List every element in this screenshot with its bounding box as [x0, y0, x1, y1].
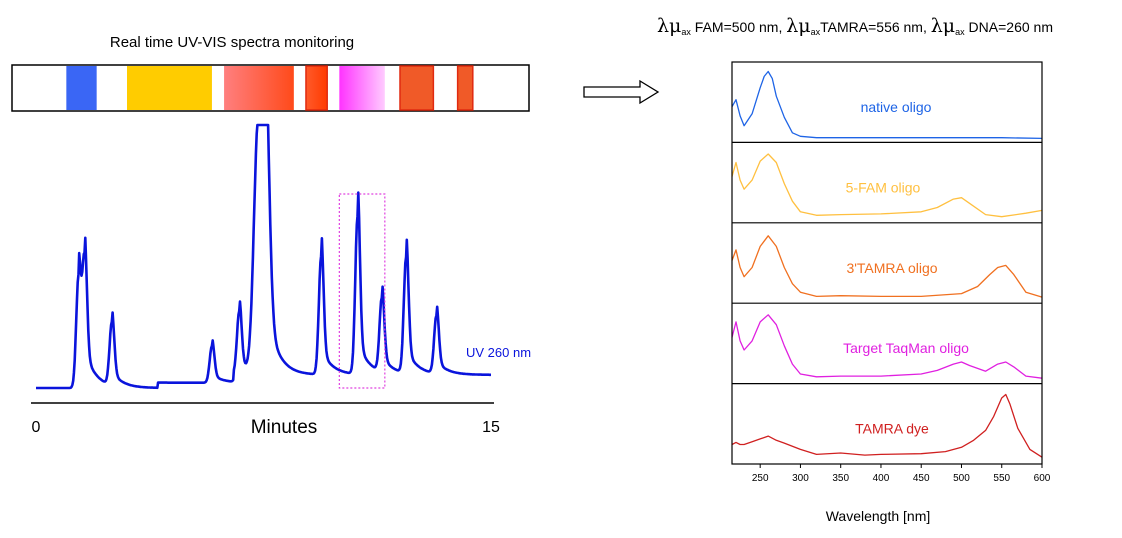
spectrum-line — [731, 235, 1043, 298]
color-bar-segment — [399, 65, 435, 111]
lambda-max-subscript: ax — [681, 27, 691, 37]
chromatogram-title: Real time UV-VIS spectra monitoring — [110, 34, 354, 51]
wavelength-axis-label: Wavelength [nm] — [826, 508, 931, 524]
wavelength-tick-label: 450 — [913, 473, 930, 484]
lambda-max-value: TAMRA=556 nm, — [820, 19, 931, 35]
lambda-max-value: DNA=260 nm — [965, 19, 1053, 35]
time-axis-label: Minutes — [251, 417, 318, 438]
wavelength-tick-label: 350 — [832, 473, 849, 484]
wavelength-tick-label: 300 — [792, 473, 809, 484]
trace-label-uv260: UV 260 nm — [466, 345, 531, 360]
lambda-max-symbol: λμ — [786, 15, 810, 37]
color-bar-segment — [66, 66, 97, 110]
color-bar-segment — [224, 66, 294, 110]
wavelength-tick-label: 250 — [752, 473, 769, 484]
lambda-max-subscript: ax — [811, 27, 821, 37]
right-arrow-icon — [583, 79, 660, 105]
spectrum-label: TAMRA dye — [855, 421, 929, 437]
spectrum-line — [731, 314, 1043, 379]
spectrum-line — [731, 153, 1043, 218]
color-bar-segment — [456, 65, 474, 111]
lambda-max-symbol: λμ — [931, 15, 955, 37]
spectrum-label: 5-FAM oligo — [846, 179, 921, 195]
spectra-header: λμax FAM=500 nm, λμaxTAMRA=556 nm, λμax … — [657, 15, 1053, 37]
spectrum-label: native oligo — [861, 99, 932, 115]
wavelength-tick-label: 400 — [873, 473, 890, 484]
wavelength-tick-label: 600 — [1034, 473, 1051, 484]
spectrum-line — [731, 70, 1043, 140]
spectrum-line — [731, 393, 1043, 458]
lambda-max-value: FAM=500 nm, — [691, 19, 786, 35]
time-tick-label: 0 — [32, 419, 41, 436]
spectra-frame — [731, 61, 1043, 465]
wavelength-tick-label: 550 — [993, 473, 1010, 484]
lambda-max-subscript: ax — [955, 27, 965, 37]
lambda-max-symbol: λμ — [657, 15, 681, 37]
highlight-window — [338, 193, 386, 389]
color-bar-segment — [305, 65, 328, 111]
time-tick-label: 15 — [482, 419, 500, 436]
color-bar-segment — [339, 66, 385, 110]
wavelength-tick-label: 500 — [953, 473, 970, 484]
spectrum-label: Target TaqMan oligo — [843, 340, 969, 356]
spectrum-label: 3'TAMRA oligo — [846, 260, 937, 276]
chromatogram-trace — [35, 123, 492, 390]
color-bar-segment — [127, 66, 212, 110]
